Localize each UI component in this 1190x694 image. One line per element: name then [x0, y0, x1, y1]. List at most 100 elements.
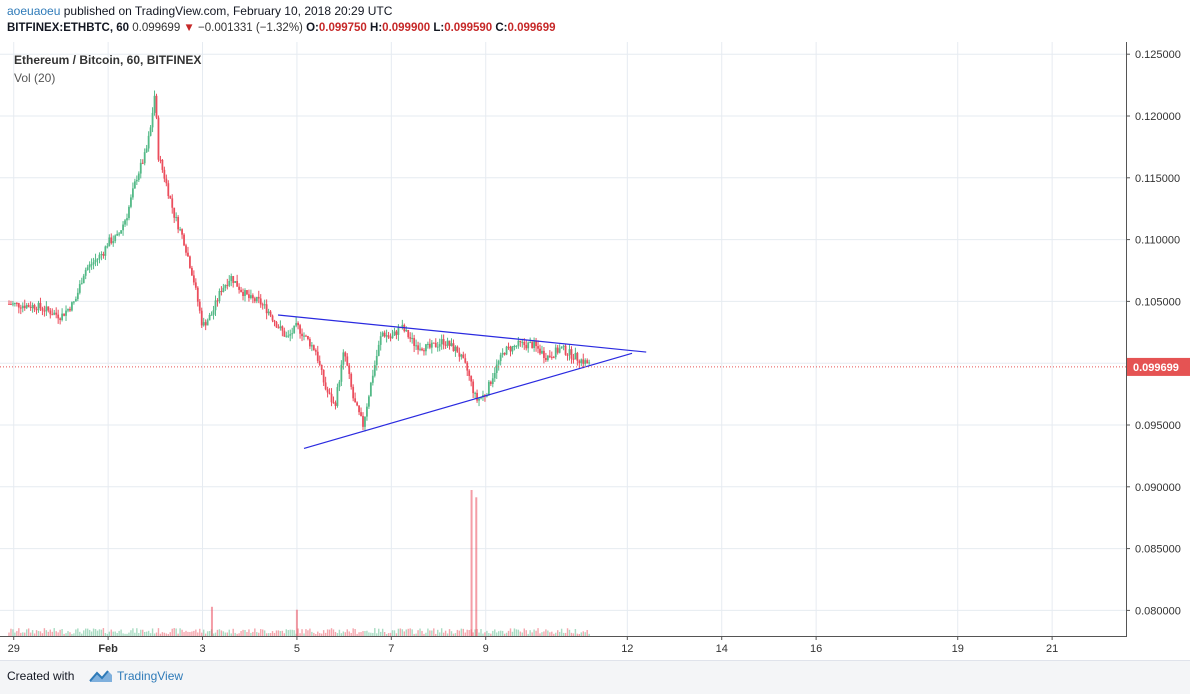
legend-title: Ethereum / Bitcoin, 60, BITFINEX: [14, 53, 201, 67]
candle-body: [395, 331, 398, 335]
volume-bar: [399, 628, 402, 636]
candle-body: [51, 314, 54, 316]
candle-body: [61, 313, 63, 321]
volume-bar: [140, 629, 142, 636]
candle-body: [415, 345, 417, 347]
candle-body: [572, 358, 575, 360]
candle-body: [59, 318, 62, 321]
candle-body: [550, 356, 553, 358]
author-link[interactable]: aoeuaoeu: [7, 4, 61, 18]
candle-body: [454, 346, 457, 352]
candle-body: [86, 267, 89, 270]
volume-bar: [183, 632, 185, 636]
candle-body: [191, 267, 193, 276]
volume-bar: [415, 633, 417, 636]
candle-body: [350, 373, 353, 387]
chart-area[interactable]: 0.125000 0.120000 0.115000 0.110000 0.105000…: [0, 42, 1190, 660]
volume-bar: [586, 629, 588, 636]
candle-body: [271, 315, 274, 321]
candle-body: [430, 342, 433, 348]
volume-bar: [250, 632, 252, 636]
candle-body: [425, 344, 427, 352]
close-value: 0.099699: [507, 22, 556, 34]
price-chart[interactable]: 0.125000 0.120000 0.115000 0.110000 0.105000…: [0, 42, 1190, 660]
volume-bar: [549, 632, 551, 636]
volume-bar: [197, 632, 199, 636]
volume-bar: [299, 633, 301, 636]
candle-body: [232, 276, 235, 283]
volume-bar: [342, 631, 345, 636]
price-tick-label: 0.120000: [1135, 111, 1181, 123]
volume-bar: [307, 630, 309, 636]
volume-bar: [480, 629, 482, 636]
volume-bar: [344, 632, 346, 636]
volume-bar: [336, 633, 339, 636]
volume-bar: [499, 630, 502, 636]
candle-body: [326, 389, 329, 393]
candle-body: [460, 354, 463, 357]
candle-body: [49, 310, 52, 315]
volume-bar: [370, 632, 372, 636]
volume-bar: [570, 632, 573, 636]
candle-body: [130, 197, 132, 207]
candle-body: [189, 256, 191, 268]
volume-bar: [63, 633, 65, 636]
candle-body: [336, 387, 339, 406]
candle-body: [487, 381, 490, 396]
volume-bar: [10, 628, 12, 636]
candle-body: [261, 304, 264, 306]
candle-body: [181, 229, 183, 235]
candle-body: [413, 338, 416, 346]
volume-bar: [124, 633, 126, 636]
candle-body: [320, 364, 323, 370]
volume-bar: [86, 628, 89, 636]
volume-bar: [187, 631, 189, 636]
tradingview-logo-icon[interactable]: [88, 668, 114, 691]
candle-body: [212, 310, 215, 315]
tradingview-link[interactable]: TradingView: [117, 669, 184, 683]
candle-body: [177, 217, 180, 230]
candle-body: [265, 304, 268, 314]
candle-body: [554, 347, 557, 358]
candle-body: [375, 355, 378, 365]
candle-body: [389, 337, 392, 339]
candle-body: [322, 369, 325, 383]
candle-body: [444, 344, 447, 346]
candle-body: [65, 310, 67, 316]
volume-bar: [376, 633, 378, 636]
candle-body: [421, 348, 423, 351]
volume-bar: [293, 630, 295, 636]
volume-bar: [271, 631, 274, 636]
volume-bar: [195, 629, 197, 636]
candle-body: [202, 322, 205, 326]
candle-body: [255, 296, 258, 302]
candle-body: [539, 348, 541, 354]
time-tick-label: 9: [483, 643, 489, 655]
volume-bar: [537, 628, 539, 636]
candle-body: [250, 295, 252, 299]
volume-bar: [222, 631, 225, 636]
volume-bar: [297, 628, 299, 636]
candle-body: [10, 303, 12, 305]
volume-bar: [584, 632, 586, 636]
candle-body: [299, 325, 301, 334]
candle-body: [545, 358, 547, 361]
candle-body: [517, 340, 520, 346]
candle-body: [312, 345, 315, 351]
volume-bar: [67, 631, 69, 636]
volume-bar: [319, 633, 321, 636]
candle-body: [316, 351, 319, 361]
candle-body: [480, 397, 482, 399]
time-tick-label: 5: [294, 643, 300, 655]
candle-body: [442, 339, 445, 345]
candle-body: [489, 381, 492, 385]
candle-body: [133, 181, 136, 189]
volume-bar: [177, 633, 179, 636]
volume-bar: [423, 633, 425, 636]
candle-body: [94, 259, 97, 263]
volume-bar: [120, 629, 122, 636]
candle-body: [39, 302, 42, 309]
volume-bar: [498, 631, 500, 636]
volume-spike: [470, 490, 473, 636]
candle-body: [523, 342, 526, 346]
